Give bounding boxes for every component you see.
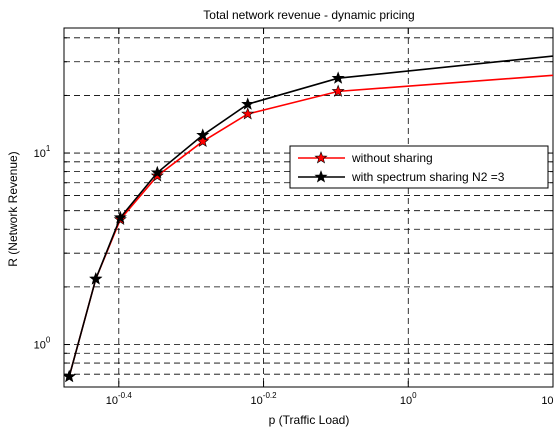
legend-marker [314,170,328,183]
data-point [113,210,127,224]
series-line-1 [68,55,553,377]
x-axis-label: p (Traffic Load) [269,413,350,427]
data-point [64,369,76,383]
legend-entry: without sharing [351,151,433,165]
axes-box [63,27,554,388]
x-tick-label: 10-0.4 [106,391,133,407]
chart-title: Total network revenue - dynamic pricing [203,8,414,22]
x-tick-label: 10-0.2 [251,391,278,407]
legend-marker [314,151,328,164]
data-point [331,71,345,84]
legend-entry: with spectrum sharing N2 =3 [351,170,505,184]
data-point [150,165,164,179]
plot-area: 100 101 10-0.4 10-0.2 100 100.2 [34,27,554,407]
plot-background [64,28,553,387]
data-point [241,107,255,120]
y-tick-label: 100 [34,336,51,352]
legend-box [289,145,549,189]
data-point [241,97,255,110]
series-1 [64,55,553,383]
x-tick-label: 100.2 [541,391,554,407]
y-tick-label: 101 [34,144,51,160]
x-tick-label: 100 [400,391,417,407]
data-point [331,84,345,97]
data-point [89,272,103,285]
legend: without sharing with spectrum sharing N2 … [289,145,549,189]
data-point [196,128,210,141]
y-axis-label: R (Network Revenue) [6,151,20,266]
